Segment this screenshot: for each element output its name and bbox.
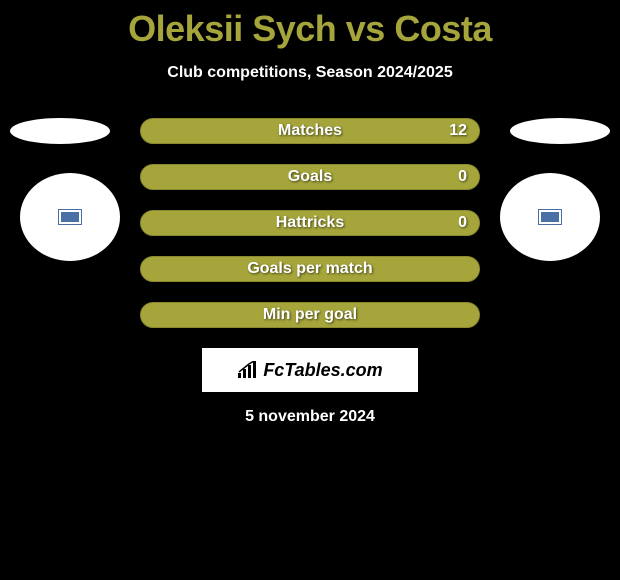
left-player-badge	[20, 173, 120, 261]
right-player-badge	[500, 173, 600, 261]
date-text: 5 november 2024	[0, 408, 620, 426]
stats-bars: Matches 12 Goals 0 Hattricks 0 Goals per…	[140, 118, 480, 328]
logo-label: FcTables.com	[263, 360, 382, 381]
chart-area: Matches 12 Goals 0 Hattricks 0 Goals per…	[0, 118, 620, 426]
stat-label: Min per goal	[263, 306, 357, 324]
stat-value: 0	[458, 168, 467, 186]
stat-bar: Goals per match	[140, 256, 480, 282]
page-title: Oleksii Sych vs Costa	[0, 0, 620, 50]
logo-text: FcTables.com	[237, 360, 382, 381]
left-flag-icon	[59, 210, 81, 224]
stat-bar: Goals 0	[140, 164, 480, 190]
stat-value: 0	[458, 214, 467, 232]
stat-value: 12	[449, 122, 467, 140]
left-player-ellipse	[10, 118, 110, 144]
right-flag-icon	[539, 210, 561, 224]
logo-chart-icon	[237, 361, 259, 379]
stat-label: Hattricks	[276, 214, 344, 232]
subtitle: Club competitions, Season 2024/2025	[0, 64, 620, 82]
stat-bar: Hattricks 0	[140, 210, 480, 236]
stat-label: Matches	[278, 122, 342, 140]
stat-label: Goals	[288, 168, 332, 186]
right-player-ellipse	[510, 118, 610, 144]
stat-bar: Min per goal	[140, 302, 480, 328]
logo-box: FcTables.com	[202, 348, 418, 392]
stat-bar: Matches 12	[140, 118, 480, 144]
stat-label: Goals per match	[247, 260, 372, 278]
